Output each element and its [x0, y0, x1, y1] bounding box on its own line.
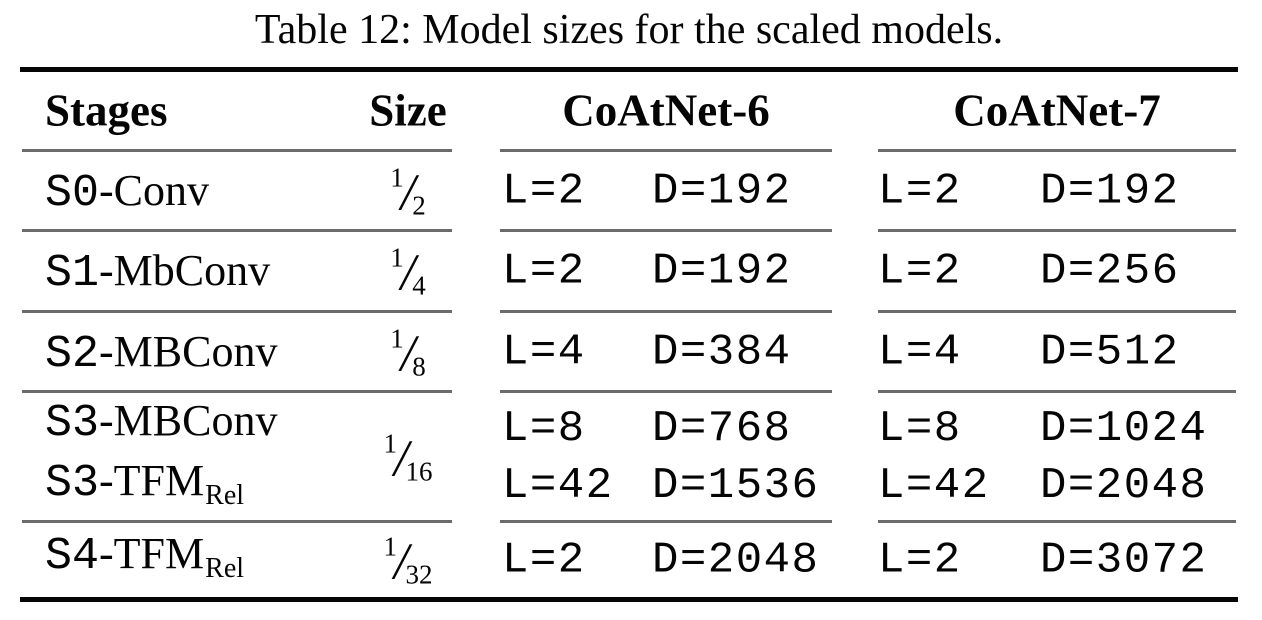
stage-prefix: S1 — [45, 248, 100, 299]
stage-name: -MBConv — [99, 395, 278, 445]
value-line: D=2048 — [1040, 460, 1208, 511]
stage-prefix: S3 — [45, 457, 100, 509]
stage-cell-s3: S3-MBConv S3-TFMRel — [45, 392, 278, 524]
table-row: S4-TFMRel 1/32 L=2 D=2048 L=2 D=3072 — [0, 525, 1262, 597]
stage-prefix: S4 — [45, 531, 100, 582]
row-rule-coatnet6 — [500, 520, 832, 523]
header-coatnet7: CoAtNet-7 — [953, 85, 1161, 135]
header-rule-coatnet7 — [878, 149, 1236, 152]
coatnet6-layers-cell: L=8 L=42 — [502, 401, 614, 515]
table-top-rule — [20, 67, 1238, 72]
coatnet7-dim-cell: D=256 — [1040, 246, 1180, 297]
fraction-denominator: 16 — [405, 456, 433, 486]
table-bottom-rule — [20, 597, 1238, 602]
fraction-slash: / — [400, 164, 416, 221]
stage-prefix: S3 — [45, 397, 100, 449]
coatnet7-dim-cell: D=192 — [1040, 166, 1180, 216]
size-cell: 1/4 — [348, 230, 468, 315]
fraction-denominator: 8 — [412, 351, 426, 381]
coatnet6-layers-cell: L=4 — [502, 327, 586, 377]
coatnet7-layers-cell: L=2 — [878, 166, 962, 216]
row-rule-coatnet7 — [878, 520, 1236, 523]
header-size: Size — [369, 85, 447, 135]
row-rule-left — [22, 229, 452, 232]
fraction-slash: / — [400, 244, 416, 302]
coatnet6-dim-cell: D=2048 — [652, 535, 820, 586]
header-stages: Stages — [45, 85, 168, 135]
row-rule-coatnet6 — [500, 229, 832, 232]
coatnet6-layers-cell: L=2 — [502, 535, 586, 586]
coatnet6-dim-cell: D=384 — [652, 327, 792, 377]
size-cell: 1/16 — [348, 415, 468, 500]
value-line: D=1024 — [1040, 403, 1208, 454]
row-rule-coatnet6 — [500, 310, 832, 313]
stage-subscript: Rel — [205, 479, 245, 511]
size-cell: 1/8 — [348, 310, 468, 395]
table-row: S1-MbConv 1/4 L=2 D=192 L=2 D=256 — [0, 234, 1262, 310]
size-cell: 1/2 — [348, 149, 468, 234]
fraction-denominator: 32 — [405, 559, 433, 590]
value-line: L=42 — [502, 460, 614, 511]
row-rule-coatnet6 — [500, 390, 832, 393]
coatnet7-dim-cell: D=3072 — [1040, 535, 1208, 586]
stage-name: -MbConv — [99, 246, 271, 295]
coatnet6-dim-cell: D=192 — [652, 166, 792, 216]
fraction-numerator: 1 — [383, 428, 398, 458]
stage-cell-s1: S1-MbConv — [45, 242, 270, 302]
row-rule-coatnet7 — [878, 229, 1236, 232]
fraction-numerator: 1 — [390, 162, 404, 192]
row-rule-left — [22, 310, 452, 313]
stage-cell-s0: S0-Conv — [45, 162, 209, 222]
row-rule-coatnet7 — [878, 310, 1236, 313]
size-cell: 1/32 — [348, 519, 468, 604]
fraction-numerator: 1 — [383, 531, 398, 562]
fraction-slash: / — [400, 325, 416, 382]
header-rule-left — [22, 149, 452, 152]
stage-line: S3-MBConv — [45, 392, 278, 452]
row-rule-left — [22, 520, 452, 523]
coatnet7-layers-cell: L=2 — [878, 535, 962, 586]
stage-name: -TFM — [99, 455, 205, 505]
coatnet7-layers-cell: L=8 L=42 — [878, 401, 990, 515]
coatnet6-layers-cell: L=2 — [502, 166, 586, 216]
stage-prefix: S2 — [45, 328, 100, 380]
value-line: D=768 — [652, 403, 792, 454]
coatnet7-layers-cell: L=2 — [878, 246, 962, 297]
coatnet7-dim-cell: D=512 — [1040, 327, 1180, 377]
table-row: S3-MBConv S3-TFMRel 1/16 L=8 L=42 D=768 … — [0, 395, 1262, 520]
coatnet6-layers-cell: L=2 — [502, 246, 586, 297]
stage-subscript: Rel — [205, 553, 245, 584]
fraction-denominator: 2 — [412, 190, 426, 220]
stage-cell-s4: S4-TFMRel — [45, 525, 244, 597]
fraction-denominator: 4 — [412, 270, 426, 301]
coatnet6-dim-cell: D=768 D=1536 — [652, 401, 819, 515]
stage-cell-s2: S2-MBConv — [45, 323, 278, 383]
value-line: L=42 — [878, 460, 990, 511]
value-line: L=8 — [502, 403, 586, 454]
stage-name: -TFM — [99, 529, 205, 578]
stage-name: -MBConv — [99, 326, 278, 376]
coatnet7-layers-cell: L=4 — [878, 327, 962, 377]
row-rule-coatnet7 — [878, 390, 1236, 393]
value-line: D=1536 — [652, 460, 820, 511]
coatnet7-dim-cell: D=1024 D=2048 — [1040, 401, 1207, 515]
stage-prefix: S0 — [45, 167, 100, 219]
table-caption: Table 12: Model sizes for the scaled mod… — [254, 7, 1004, 53]
header-coatnet6: CoAtNet-6 — [562, 85, 770, 135]
stage-name: -Conv — [99, 165, 210, 215]
table-row: S0-Conv 1/2 L=2 D=192 L=2 D=192 — [0, 154, 1262, 229]
header-rule-coatnet6 — [500, 149, 832, 152]
fraction-slash: / — [394, 533, 409, 591]
fraction-numerator: 1 — [390, 323, 404, 353]
fraction-numerator: 1 — [390, 242, 404, 273]
value-line: L=8 — [878, 403, 962, 454]
coatnet6-dim-cell: D=192 — [652, 246, 792, 297]
table-row: S2-MBConv 1/8 L=4 D=384 L=4 D=512 — [0, 315, 1262, 390]
stage-line: S3-TFMRel — [45, 452, 278, 524]
table-header-row: Stages Size CoAtNet-6 CoAtNet-7 — [0, 72, 1262, 149]
fraction-slash: / — [394, 430, 409, 487]
row-rule-left — [22, 390, 452, 393]
